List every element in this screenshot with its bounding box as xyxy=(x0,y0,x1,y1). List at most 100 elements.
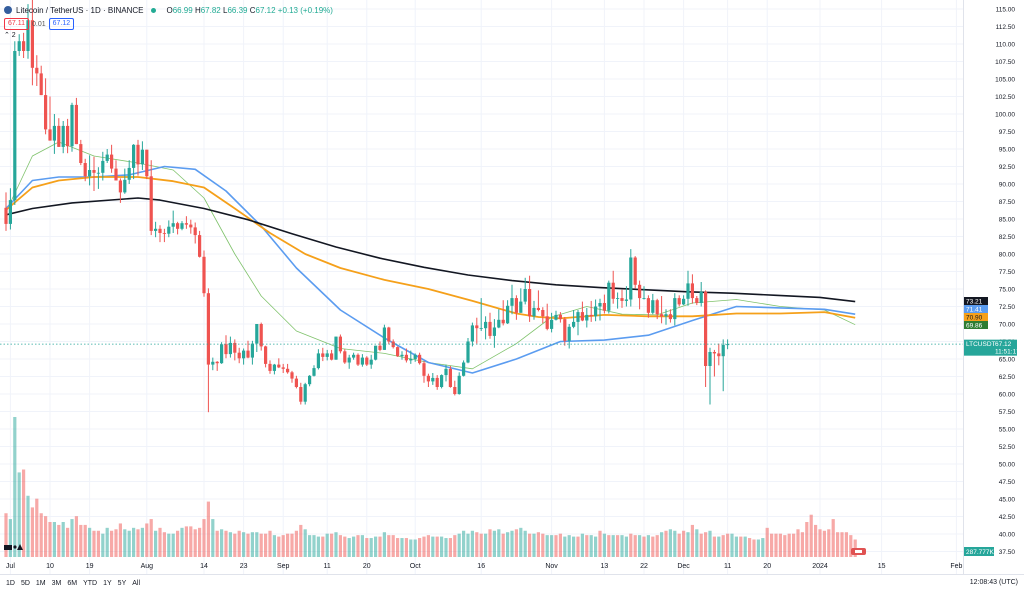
price-axis[interactable]: 115.00 112.50 110.00 107.50 105.00 102.50 100.… xyxy=(995,7,1015,557)
quote-panel: 67.11 0.01 67.12 xyxy=(4,18,75,30)
volume-bar xyxy=(484,533,488,557)
candle-body xyxy=(616,298,620,299)
sell-button[interactable]: 67.11 xyxy=(4,18,29,30)
candle xyxy=(501,300,505,326)
candle-body xyxy=(277,364,281,368)
range-1m-button[interactable]: 1M xyxy=(35,580,46,587)
volume-bar xyxy=(233,533,237,557)
candle-body xyxy=(488,321,492,336)
volume-bar xyxy=(435,536,439,557)
candle-body xyxy=(30,20,34,68)
range-5y-button[interactable]: 5Y xyxy=(117,580,127,587)
candle xyxy=(96,167,100,189)
candle xyxy=(602,294,606,314)
candle xyxy=(303,382,307,405)
volume-bar xyxy=(440,536,444,557)
volume-bar xyxy=(127,530,131,557)
candle-body xyxy=(589,314,593,317)
candle xyxy=(413,353,417,362)
candle-body xyxy=(57,125,61,147)
range-ytd-button[interactable]: YTD xyxy=(83,580,98,587)
volume-bar xyxy=(743,536,747,557)
candle xyxy=(48,96,52,141)
ma-price-tag-label: 71.41 xyxy=(966,307,983,314)
candle xyxy=(101,151,105,181)
price-chart[interactable]: 115.00112.50110.00107.50105.00102.50100.… xyxy=(0,0,1024,574)
candle-body xyxy=(264,346,268,364)
time-tick-label: Aug xyxy=(141,563,154,570)
candle xyxy=(466,338,470,364)
volume-bar xyxy=(237,530,241,557)
volume-bar xyxy=(308,535,312,557)
candle xyxy=(184,216,188,229)
candle xyxy=(629,249,633,307)
candle-body xyxy=(594,306,598,317)
candle xyxy=(224,335,228,359)
candle xyxy=(118,178,122,203)
candle xyxy=(409,350,413,364)
volume-bar xyxy=(748,538,752,557)
candle xyxy=(440,374,444,389)
volume-bar xyxy=(171,533,175,557)
range-3m-button[interactable]: 3M xyxy=(51,580,62,587)
candle xyxy=(374,345,378,361)
range-all-button[interactable]: All xyxy=(132,580,141,587)
candle-body xyxy=(444,368,448,376)
price-tick-label: 77.50 xyxy=(999,269,1016,276)
volume-bar xyxy=(792,533,796,557)
volume-bar xyxy=(409,539,413,557)
candle xyxy=(70,102,74,152)
candle xyxy=(189,219,193,234)
candle xyxy=(321,347,325,362)
candle-body xyxy=(426,375,430,382)
candle-body xyxy=(105,154,109,161)
volume-bar xyxy=(585,535,589,557)
candle xyxy=(347,354,351,369)
volume-bar xyxy=(470,530,474,557)
range-1d-button[interactable]: 1D xyxy=(6,580,15,587)
candle-body xyxy=(316,353,320,369)
candle-body xyxy=(528,289,532,317)
candle-body xyxy=(418,354,422,364)
candle-body xyxy=(695,298,699,303)
volume-bar xyxy=(822,530,826,557)
volume-bar xyxy=(492,530,496,557)
time-tick-label: Sep xyxy=(277,563,290,570)
indicators-toggle[interactable]: ⌃ 2 xyxy=(4,32,16,39)
candle-body xyxy=(176,223,180,229)
range-1y-button[interactable]: 1Y xyxy=(103,580,112,587)
candle-body xyxy=(233,342,237,353)
candle xyxy=(123,168,127,194)
range-5d-button[interactable]: 5D xyxy=(20,580,30,587)
candle-body xyxy=(206,293,210,365)
volume-bar xyxy=(651,536,655,557)
range-6m-button[interactable]: 6M xyxy=(67,580,78,587)
candle-body xyxy=(303,384,307,402)
volume-bar xyxy=(514,529,518,557)
candle-body xyxy=(673,298,677,320)
volume-bar xyxy=(61,522,65,557)
candle-body xyxy=(523,289,527,302)
volume-bar xyxy=(66,527,70,557)
volume-bar xyxy=(140,527,144,557)
buy-button[interactable]: 67.12 xyxy=(48,18,75,30)
volume-bar xyxy=(268,530,272,557)
candle xyxy=(44,78,48,135)
candle-body xyxy=(180,223,184,229)
symbol-legend[interactable]: Litecoin / TetherUS · 1D · BINANCE O66.9… xyxy=(4,3,333,17)
volume-bar xyxy=(4,513,8,557)
candle-body xyxy=(462,362,466,376)
bar-countdown: 11:51:17 xyxy=(995,349,1020,356)
candle-body xyxy=(79,144,83,163)
candle xyxy=(365,356,369,366)
utc-clock[interactable]: 12:08:43 (UTC) xyxy=(969,579,1018,586)
candle-body xyxy=(83,163,87,177)
time-axis[interactable]: Jul 10 19 Aug 14 23 Sep 11 20 Oct 16 Nov 13 22 Dec 11 20… xyxy=(6,563,963,570)
symbol-title[interactable]: Litecoin / TetherUS · 1D · BINANCE xyxy=(16,5,144,15)
candle-body xyxy=(162,233,166,234)
candle-body xyxy=(268,363,272,371)
price-tick-label: 95.00 xyxy=(999,147,1016,154)
candle xyxy=(721,339,725,392)
volume-bar xyxy=(180,527,184,557)
candle xyxy=(422,361,426,383)
